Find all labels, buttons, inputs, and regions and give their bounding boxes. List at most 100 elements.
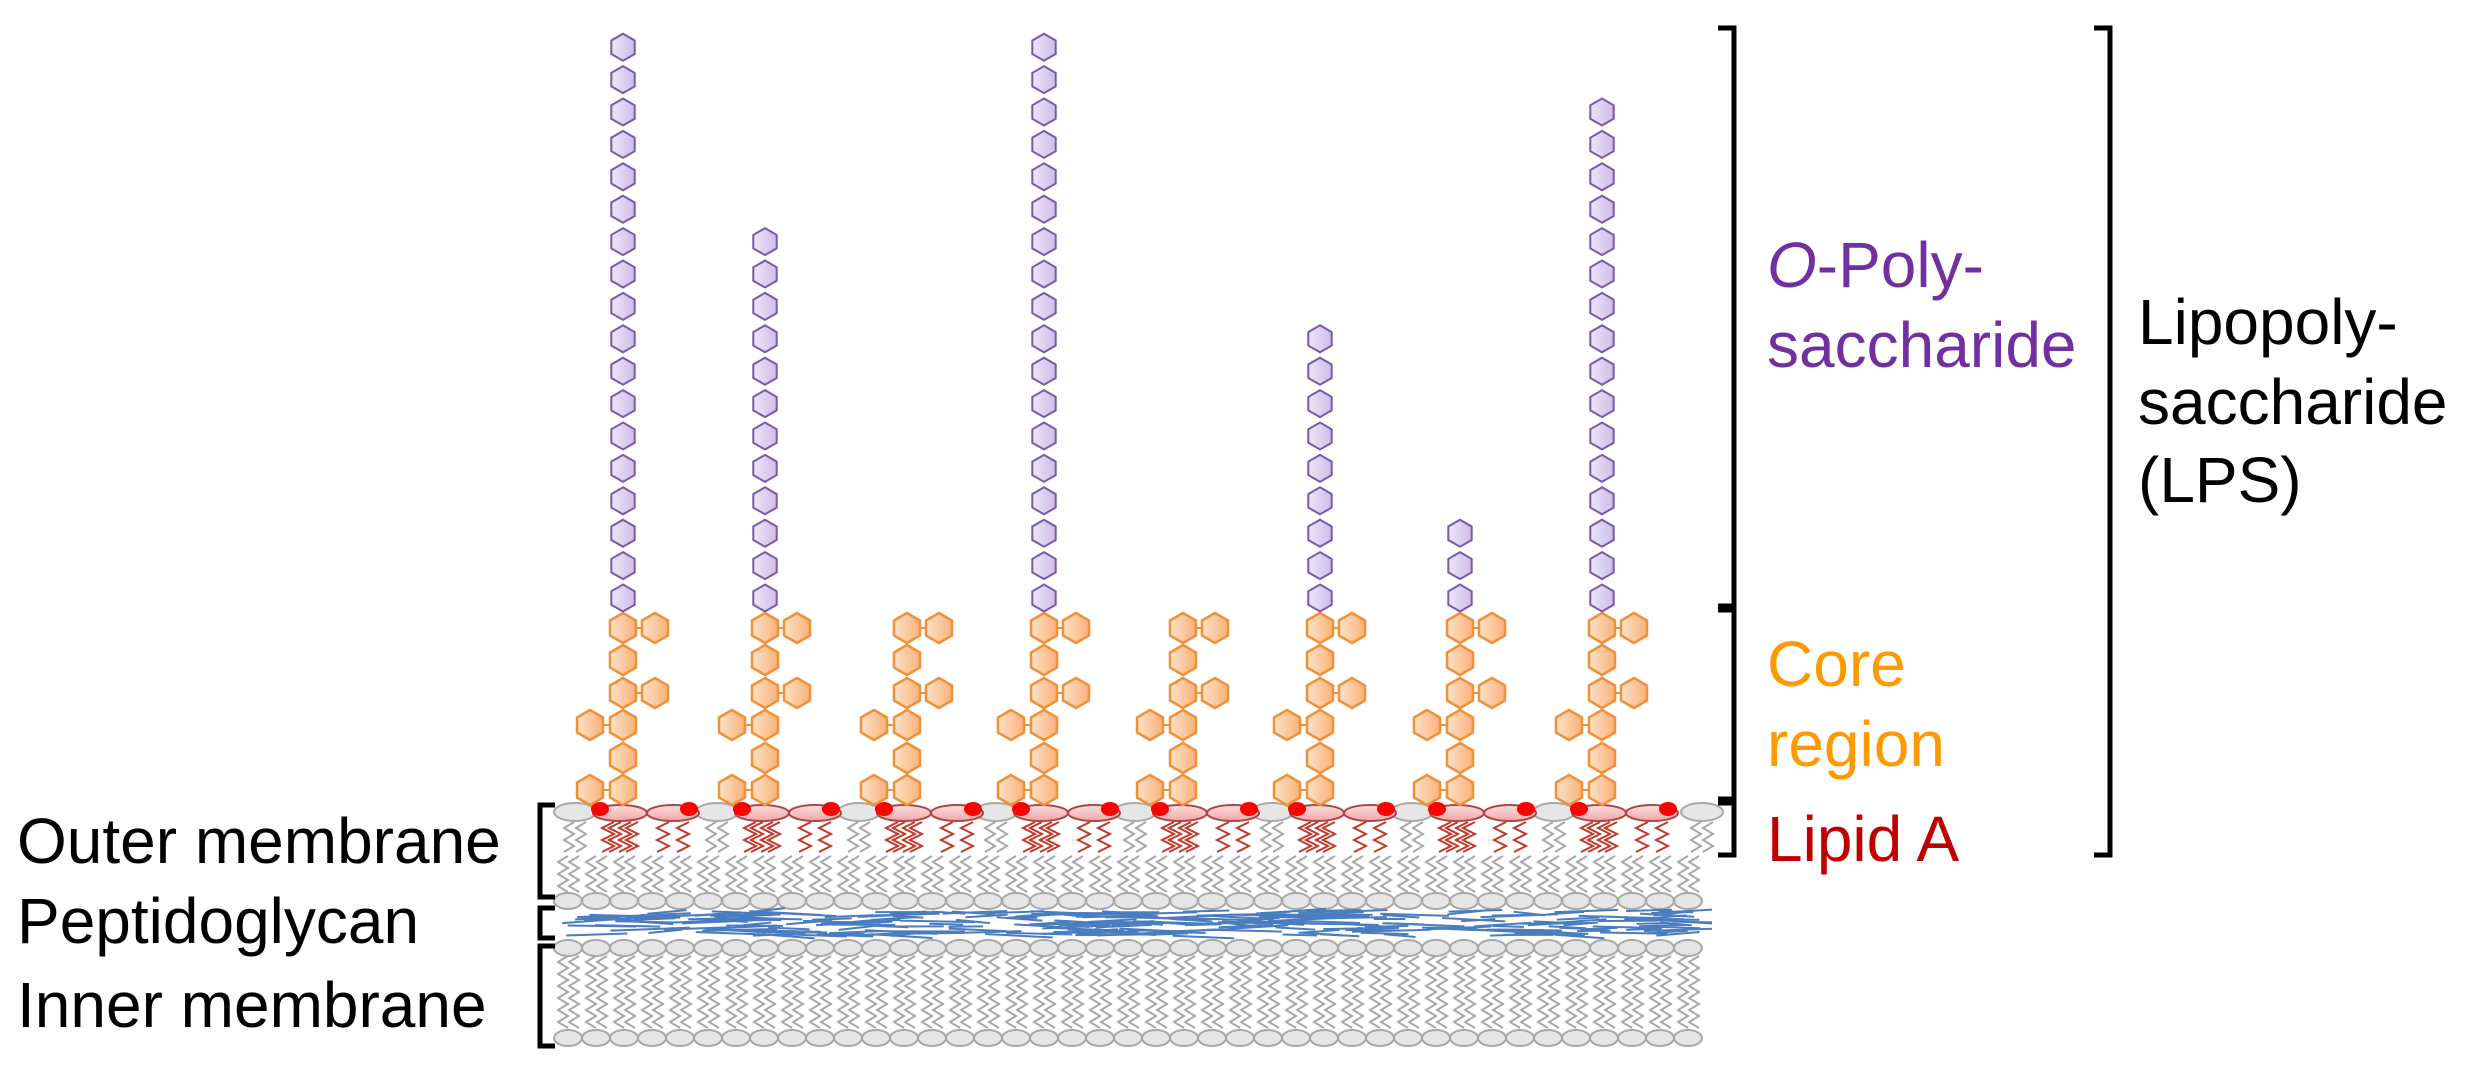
lipid-head bbox=[1477, 892, 1507, 910]
lipid-tail bbox=[948, 955, 962, 1029]
peptidoglycan-strand bbox=[820, 918, 901, 925]
peptidoglycan-strand bbox=[811, 917, 852, 921]
lipid-a-acyl-chain bbox=[606, 821, 624, 853]
peptidoglycan-strand bbox=[1558, 918, 1607, 924]
peptidoglycan-strand bbox=[767, 926, 810, 931]
phosphate-dot bbox=[1151, 802, 1169, 816]
peptidoglycan-strand bbox=[1497, 928, 1562, 932]
core-sugar-hexagon bbox=[1272, 708, 1302, 742]
lipid-a-acyl-chain bbox=[1296, 821, 1314, 853]
o-antigen-sugar-hexagon bbox=[1447, 518, 1473, 548]
lipid-tail bbox=[1134, 821, 1148, 853]
core-sugar-hexagon bbox=[1029, 643, 1059, 677]
lps-molecule bbox=[1412, 518, 1537, 853]
core-sugar-hexagon bbox=[750, 676, 780, 710]
lipid-head bbox=[693, 892, 723, 910]
peptidoglycan-strand bbox=[1028, 920, 1072, 926]
o-antigen-sugar-hexagon bbox=[610, 97, 636, 127]
peptidoglycan-strand bbox=[951, 910, 995, 916]
o-antigen-sugar-hexagon bbox=[610, 226, 636, 257]
o-antigen-sugar-hexagon bbox=[1031, 259, 1057, 289]
phosphate-dot bbox=[591, 802, 609, 816]
lipid-tail bbox=[1060, 855, 1074, 893]
label-o-italic: O bbox=[1767, 229, 1817, 301]
peptidoglycan-strand bbox=[647, 909, 687, 915]
lipid-tail bbox=[1099, 955, 1113, 1029]
lipid-head bbox=[609, 939, 639, 957]
lipid-a-acyl-chain bbox=[1511, 821, 1529, 853]
o-antigen-sugar-hexagon bbox=[610, 64, 636, 95]
o-antigen-sugar-hexagon bbox=[1031, 583, 1057, 613]
lipid-head bbox=[945, 939, 975, 957]
o-antigen-sugar-hexagon bbox=[610, 388, 636, 419]
lipid-a-acyl-chain bbox=[623, 821, 641, 853]
o-antigen-sugar-hexagon bbox=[1447, 550, 1473, 581]
lipid-tail bbox=[1284, 855, 1298, 893]
core-sugar-hexagon bbox=[859, 708, 889, 742]
core-sugar-hexagon bbox=[1337, 611, 1367, 645]
lipid-head bbox=[1505, 1029, 1535, 1047]
lipid-head bbox=[1589, 939, 1619, 957]
phosphate-dot bbox=[875, 802, 893, 816]
lipid-tail bbox=[1043, 955, 1057, 1029]
peptidoglycan-strand bbox=[619, 918, 667, 925]
o-antigen-sugar-hexagon bbox=[1031, 518, 1057, 548]
core-sugar-hexagon bbox=[782, 676, 812, 710]
lipid-tail bbox=[1284, 955, 1298, 1029]
o-antigen-sugar-hexagon bbox=[610, 162, 636, 192]
lipid-tail bbox=[1536, 855, 1550, 893]
lipid-head bbox=[721, 892, 751, 910]
peptidoglycan-strand bbox=[1163, 931, 1206, 934]
lipid-tail bbox=[1228, 855, 1242, 893]
lipid-a-acyl-chain bbox=[1020, 821, 1038, 853]
peptidoglycan-strand bbox=[1592, 925, 1663, 930]
o-antigen-sugar-hexagon bbox=[1307, 518, 1333, 548]
core-sugar-hexagon bbox=[640, 611, 670, 645]
core-sugar-hexagon bbox=[717, 708, 747, 742]
lipid-tail bbox=[679, 955, 693, 1029]
core-sugar-hexagon bbox=[1029, 676, 1059, 710]
peptidoglycan-strand bbox=[1172, 934, 1235, 940]
lipid-tail bbox=[1620, 855, 1634, 893]
lipid-tail bbox=[819, 955, 833, 1029]
peptidoglycan-strand bbox=[1323, 926, 1400, 931]
lipid-a-acyl-chain bbox=[1585, 821, 1603, 853]
o-antigen-sugar-hexagon bbox=[752, 518, 778, 548]
lipid-head bbox=[1673, 1029, 1703, 1047]
o-antigen-sugar-hexagon bbox=[1589, 518, 1615, 548]
core-sugar-hexagon bbox=[1477, 611, 1507, 645]
lipid-head bbox=[1645, 939, 1675, 957]
lipid-tail bbox=[1340, 855, 1354, 893]
lipid-tail bbox=[903, 855, 917, 893]
lipid-tail bbox=[1452, 955, 1466, 1029]
lipid-tail bbox=[735, 855, 749, 893]
lipid-tail bbox=[1312, 955, 1326, 1029]
lipid-tail bbox=[1032, 955, 1046, 1029]
peptidoglycan-strand bbox=[1383, 933, 1416, 938]
o-antigen-sugar-hexagon bbox=[1031, 162, 1057, 192]
lipid-tail bbox=[1228, 955, 1242, 1029]
lipid-tail bbox=[612, 855, 626, 893]
lipid-tail bbox=[1256, 855, 1270, 893]
lipid-head bbox=[833, 939, 863, 957]
lipid-head bbox=[637, 1029, 667, 1047]
lipid-tail bbox=[724, 955, 738, 1029]
lipid-tail bbox=[724, 855, 738, 893]
lipid-head bbox=[1449, 892, 1479, 910]
lipid-a-acyl-chain bbox=[1183, 821, 1201, 853]
peptidoglycan-strand bbox=[1539, 930, 1589, 935]
core-sugar-hexagon bbox=[892, 676, 922, 710]
o-antigen-sugar-hexagon bbox=[1031, 97, 1057, 127]
core-sugar-hexagon bbox=[892, 643, 922, 677]
peptidoglycan-strand bbox=[1672, 920, 1713, 924]
lipid-head bbox=[1617, 939, 1647, 957]
lipid-tail bbox=[1648, 855, 1662, 893]
lps-molecule bbox=[575, 32, 700, 853]
o-antigen-sugar-hexagon bbox=[1589, 259, 1615, 289]
lipid-a-acyl-chain bbox=[1443, 821, 1461, 853]
lipid-tail bbox=[1424, 955, 1438, 1029]
lipid-tail bbox=[976, 855, 990, 893]
core-sugar-hexagon bbox=[750, 611, 780, 645]
core-sugar-hexagon bbox=[575, 773, 605, 807]
lipid-tail bbox=[931, 855, 945, 893]
